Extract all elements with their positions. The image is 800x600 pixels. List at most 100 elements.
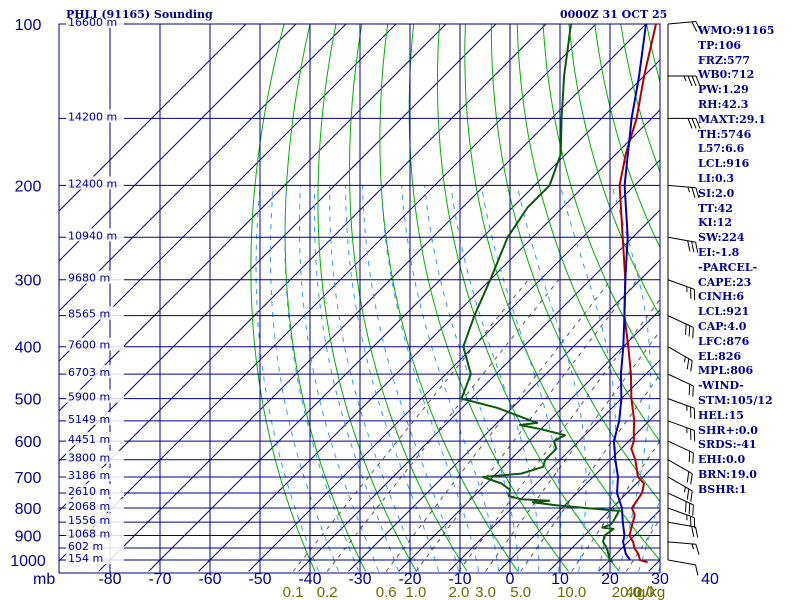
wind-barb bbox=[667, 459, 693, 485]
sounding-index: BSHR:1 bbox=[698, 482, 747, 496]
sounding-index: STM:105/12 bbox=[698, 394, 773, 407]
wind-barb-staff bbox=[667, 398, 695, 409]
mixing-ratio-label: 0.1 bbox=[283, 584, 304, 600]
mixing-ratio-label: 2.0 bbox=[448, 584, 469, 600]
pressure-tick-label: 900 bbox=[15, 528, 42, 545]
wind-barb-staff bbox=[667, 420, 695, 431]
height-label: 1556 m bbox=[68, 514, 110, 527]
mixing-ratio-label: 5.0 bbox=[510, 584, 531, 600]
mixing-ratio-unit-label: g/kg bbox=[637, 584, 665, 600]
wind-barb bbox=[667, 507, 696, 529]
wind-barb-flag bbox=[687, 118, 693, 129]
sounding-index: TH:5746 bbox=[698, 127, 752, 141]
wind-barb-staff bbox=[667, 315, 694, 328]
height-label: 2610 m bbox=[68, 485, 110, 498]
wind-barb-flag bbox=[691, 118, 697, 129]
dry-adiabat bbox=[516, 24, 660, 443]
isotherm-line bbox=[548, 459, 660, 572]
sounding-index: MAXT:29.1 bbox=[698, 112, 766, 126]
mixing-ratio-line bbox=[485, 330, 660, 572]
wind-barb-flag bbox=[695, 187, 700, 199]
dry-adiabat bbox=[776, 24, 800, 571]
pressure-tick-label: 600 bbox=[15, 434, 42, 451]
height-label: 16600 m bbox=[68, 16, 117, 29]
wind-barb bbox=[667, 440, 694, 464]
isotherm-line bbox=[59, 24, 597, 562]
wind-barb-staff bbox=[667, 440, 694, 454]
height-label-bg bbox=[66, 176, 124, 190]
wind-barb bbox=[667, 279, 696, 301]
wind-barb-flag bbox=[690, 490, 693, 502]
plot-frame bbox=[58, 23, 661, 574]
sounding-index: SW:224 bbox=[698, 231, 745, 245]
wind-barb-flag bbox=[685, 324, 687, 335]
wind-barb-flag bbox=[687, 75, 693, 87]
wind-barb-staff bbox=[667, 373, 694, 387]
isotherm-line bbox=[59, 24, 347, 312]
sounding-index: SI:2.0 bbox=[698, 186, 735, 200]
wind-barb-staff bbox=[667, 507, 695, 519]
moist-adiabat bbox=[611, 185, 651, 572]
wind-barb-flag bbox=[685, 501, 687, 513]
wind-barb-flag bbox=[688, 503, 691, 514]
sounding-index: L57:6.6 bbox=[698, 142, 745, 156]
height-label-bg bbox=[66, 337, 124, 351]
wind-barb bbox=[668, 117, 701, 129]
height-label: 7600 m bbox=[68, 339, 110, 352]
wind-barb-staff bbox=[667, 459, 693, 475]
isotherm-line bbox=[498, 409, 660, 572]
wind-barb-flag bbox=[695, 564, 699, 576]
wind-barb-flag bbox=[692, 452, 694, 464]
sounding-index: FRZ:577 bbox=[698, 53, 751, 67]
height-label-bg bbox=[66, 270, 124, 284]
wind-barb bbox=[667, 492, 694, 516]
isotherm-line bbox=[59, 24, 397, 362]
height-label: 5149 m bbox=[68, 413, 110, 426]
pressure-tick-label: 400 bbox=[15, 340, 42, 357]
isotherm-line bbox=[448, 359, 660, 572]
isotherm-line bbox=[59, 24, 497, 462]
wind-barb-staff bbox=[667, 541, 696, 545]
wind-barb-flag bbox=[692, 385, 694, 397]
moist-adiabat bbox=[480, 185, 562, 572]
height-label-bg bbox=[66, 450, 124, 464]
sounding-index: HEL:15 bbox=[698, 408, 744, 422]
x-tick-label: 20 bbox=[601, 571, 619, 588]
wind-barb bbox=[667, 541, 700, 555]
wind-barb-flag bbox=[695, 242, 699, 253]
sounding-index: LCL:916 bbox=[698, 157, 750, 171]
x-tick-label: -80 bbox=[98, 571, 121, 588]
wind-barb-flag bbox=[688, 451, 691, 463]
isotherm-line bbox=[198, 109, 660, 572]
dry-adiabat bbox=[568, 24, 660, 317]
x-tick-label: -10 bbox=[448, 571, 471, 588]
wind-barb-flag bbox=[691, 526, 695, 537]
dry-adiabat bbox=[464, 24, 660, 561]
dry-adiabat bbox=[490, 24, 660, 503]
moist-adiabat bbox=[329, 185, 420, 572]
sounding-index: MPL:806 bbox=[698, 364, 754, 378]
moist-adiabat bbox=[345, 185, 440, 572]
pressure-tick-label: 500 bbox=[15, 392, 42, 409]
height-label-bg bbox=[66, 513, 124, 527]
x-tick-label: -70 bbox=[148, 571, 171, 588]
mixing-ratio-label: 20.0 bbox=[612, 584, 641, 600]
moist-adiabat bbox=[559, 185, 617, 572]
moist-adiabat bbox=[299, 185, 380, 572]
wind-barb-flag bbox=[692, 327, 694, 339]
wind-barb-staff bbox=[667, 279, 695, 290]
wind-barb-flag bbox=[690, 360, 693, 372]
sounding-index: SHR+:0.0 bbox=[698, 423, 758, 437]
dewpoint-profile bbox=[460, 24, 621, 564]
wind-barb-halfflag bbox=[683, 75, 687, 82]
pressure-tick-label: 1000 bbox=[10, 553, 46, 570]
wind-barb-flag bbox=[695, 118, 701, 129]
mixing-ratio-line bbox=[415, 279, 638, 572]
moist-adiabat bbox=[401, 185, 500, 572]
dry-adiabat bbox=[436, 24, 620, 572]
wind-barb bbox=[667, 315, 694, 339]
wind-barb-flag bbox=[691, 75, 697, 87]
moist-adiabat bbox=[638, 496, 660, 572]
x-tick-label: -30 bbox=[348, 571, 371, 588]
pressure-tick-label: 300 bbox=[15, 273, 42, 290]
